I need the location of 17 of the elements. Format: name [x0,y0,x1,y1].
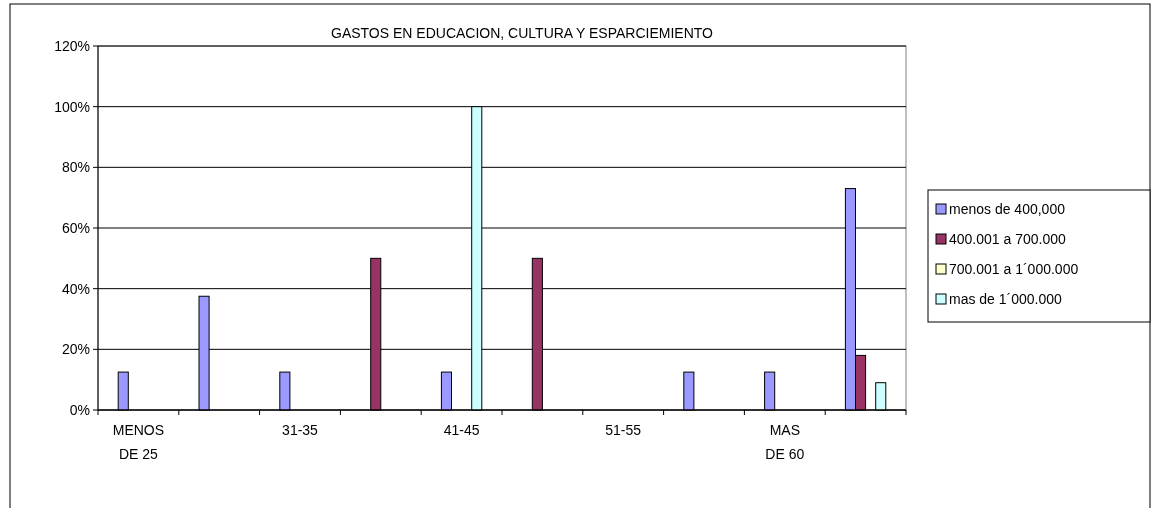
legend-label: menos de 400,000 [949,200,1066,217]
x-tick-label: MENOS DE 25 [112,422,165,462]
legend-label: mas de 1´000.000 [949,290,1063,307]
y-tick-label: 100% [54,98,90,115]
y-tick-label: 40% [61,280,90,297]
legend-label: 700.001 a 1´000.000 [949,260,1079,277]
x-tick-label: 41-45 [443,422,480,438]
y-tick-label: 80% [61,159,90,176]
y-tick-label: 20% [61,341,90,358]
y-tick-label: 120% [54,37,90,54]
y-tick-label: 0% [69,401,90,418]
x-tick-label: MAS DE 60 [765,422,805,462]
x-tick-label: 31-35 [282,422,319,438]
legend-label: 400.001 a 700.000 [949,230,1066,247]
y-tick-label: 60% [61,219,90,236]
chart-title: GASTOS EN EDUCACION, CULTURA Y ESPARCIEMIENTO [331,25,714,41]
x-tick-label: 51-55 [605,422,642,438]
